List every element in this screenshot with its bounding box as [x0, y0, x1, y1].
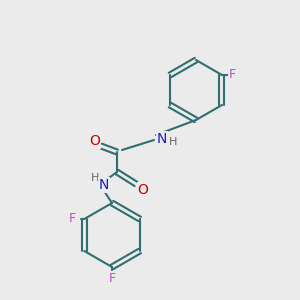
Text: N: N [99, 178, 109, 192]
Text: H: H [91, 173, 99, 183]
Text: F: F [108, 272, 116, 286]
Text: H: H [169, 137, 177, 147]
Text: F: F [69, 212, 76, 226]
Text: O: O [90, 134, 101, 148]
Text: F: F [228, 68, 236, 82]
Text: N: N [157, 132, 167, 146]
Text: O: O [138, 183, 148, 197]
